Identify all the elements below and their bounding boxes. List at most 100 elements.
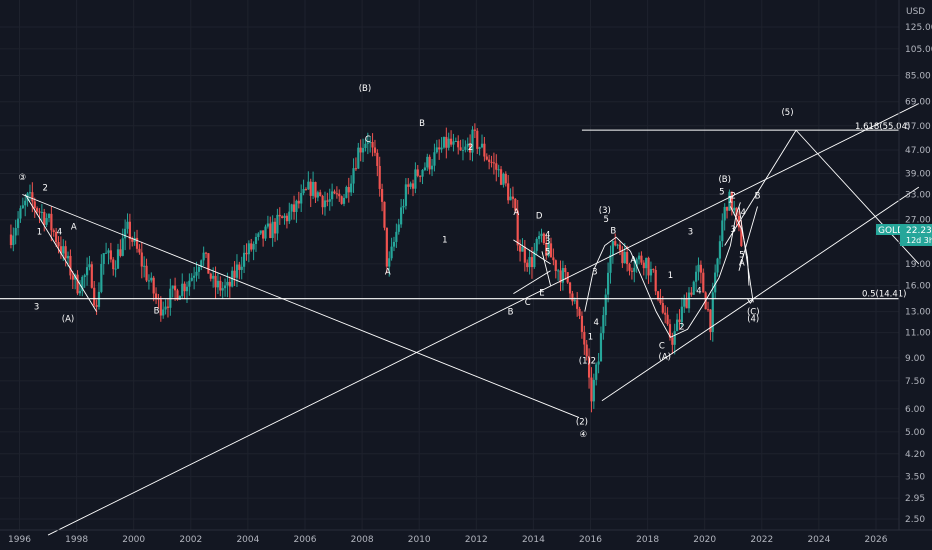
candle-body [485, 156, 488, 160]
candle-body [409, 183, 412, 187]
projection-arrow [738, 206, 754, 303]
candle-body [266, 223, 269, 227]
x-tick-label: 2006 [294, 535, 317, 545]
last-price: 22.23 [906, 226, 932, 236]
wave-label: 3 [545, 237, 550, 247]
candle-body [52, 230, 55, 233]
candle-body [659, 299, 662, 304]
symbol-price-tag[interactable]: GOLD 22.23 12d 3h [876, 224, 932, 246]
candle-body [661, 303, 664, 313]
wave-label: (5) [781, 108, 793, 118]
candle-body [552, 257, 555, 261]
candle-body [321, 195, 324, 208]
y-tick-label: 39.00 [905, 169, 931, 179]
wave-label: 2 [42, 184, 47, 194]
candle-body [607, 272, 610, 295]
drawings: 0.5(14.41) 1.618(55.04) [0, 103, 920, 536]
candle-body [202, 252, 205, 261]
candle-body [687, 292, 691, 309]
candle-body [671, 337, 674, 345]
candle-body [716, 258, 719, 273]
long-upper-channel-line [47, 103, 920, 536]
candle-body [121, 238, 124, 256]
candle-body [533, 250, 536, 268]
x-tick-label: 2008 [351, 535, 374, 545]
candle-body [216, 280, 220, 288]
candle-body [718, 241, 722, 259]
y-tick-label: 57.00 [905, 122, 931, 132]
wave-label: (1) [579, 357, 591, 367]
candle-body [350, 183, 353, 193]
candle-body [147, 280, 151, 282]
candle-body [621, 250, 624, 264]
candle-body [538, 235, 541, 239]
candle-body [611, 241, 614, 255]
candle-body [245, 252, 248, 255]
candle-body [516, 210, 519, 246]
x-tick-label: 2010 [408, 535, 431, 545]
wave-label: A [630, 256, 636, 266]
x-tick-label: 2002 [179, 535, 202, 545]
candle-body [561, 268, 565, 283]
wave-label: (A) [659, 352, 671, 362]
candle-body [476, 130, 479, 149]
candle-body [14, 227, 17, 236]
candle-body [47, 213, 51, 219]
candle-body [219, 280, 222, 291]
wave-label: (B) [359, 84, 371, 94]
candle-body [190, 277, 193, 281]
y-tick-label: 19.00 [905, 260, 931, 270]
candle-body [88, 264, 91, 268]
currency-label: USD [906, 7, 925, 17]
candle-body [502, 173, 505, 185]
candle-body [254, 236, 258, 244]
candle-body [530, 257, 534, 268]
candle-body [64, 246, 67, 259]
candle-body [297, 200, 300, 204]
candle-body [238, 264, 241, 270]
candle-body [419, 175, 422, 177]
candle-body [626, 251, 629, 265]
candle-body [223, 285, 227, 289]
time-axis[interactable]: 1996 1998 2000 2002 2004 2006 2008 2010 2012 2014… [8, 535, 888, 545]
candle-body [340, 196, 343, 204]
candle-body [400, 207, 403, 225]
candle-body [166, 306, 170, 308]
grid [0, 0, 899, 530]
candle-body [354, 168, 358, 170]
candle-body [16, 218, 20, 228]
y-tick-label: 33.00 [905, 190, 931, 200]
candle-body [335, 193, 338, 195]
candle-body [185, 286, 189, 292]
candle-body [326, 200, 329, 202]
candle-body [285, 215, 289, 222]
candle-body [273, 221, 277, 234]
candle-body [526, 262, 529, 268]
y-tick-label: 13.00 [905, 308, 931, 318]
candle-body [623, 251, 626, 264]
candle-body [711, 292, 714, 333]
candle-body [652, 269, 655, 271]
candle-body [119, 249, 122, 256]
x-tick-label: 1998 [65, 535, 88, 545]
candle-body [511, 196, 515, 199]
candle-body [204, 252, 208, 254]
wave-label: B [154, 307, 160, 317]
wave-label: D [536, 211, 543, 221]
y-tick-label: 27.00 [905, 216, 931, 226]
fib-1.618-label: 1.618(55.04) [855, 122, 910, 132]
candle-body [407, 184, 410, 187]
candle-body [438, 147, 441, 150]
candle-body [292, 204, 296, 212]
candle-body [59, 246, 62, 254]
wave-label: (4) [747, 315, 759, 325]
triangle-edge [541, 251, 551, 286]
candle-body [459, 147, 462, 151]
price-axis[interactable]: 125.00 105.00 85.00 69.00 57.00 47.00 39.00 33.… [905, 23, 932, 525]
candle-body [723, 206, 726, 221]
candle-body [352, 168, 355, 184]
candle-body [150, 277, 153, 281]
projection-b [738, 206, 758, 271]
candle-body [416, 169, 419, 176]
